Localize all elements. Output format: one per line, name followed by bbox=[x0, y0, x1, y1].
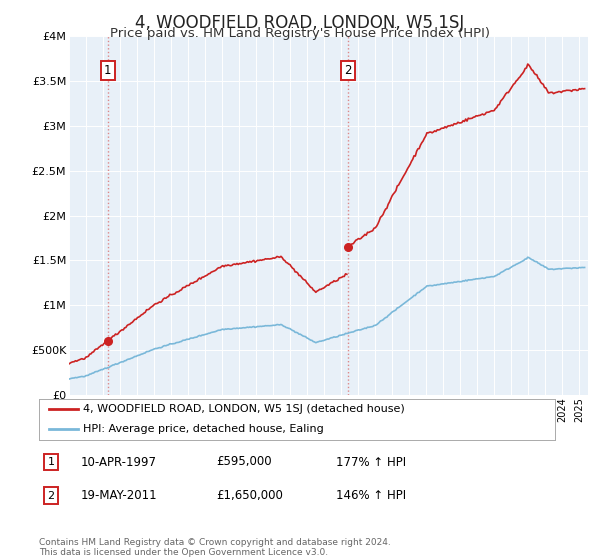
Text: HPI: Average price, detached house, Ealing: HPI: Average price, detached house, Eali… bbox=[83, 424, 323, 434]
Text: 146% ↑ HPI: 146% ↑ HPI bbox=[336, 489, 406, 502]
Text: 177% ↑ HPI: 177% ↑ HPI bbox=[336, 455, 406, 469]
Text: 1: 1 bbox=[47, 457, 55, 467]
Text: 2: 2 bbox=[344, 64, 352, 77]
Text: £595,000: £595,000 bbox=[216, 455, 272, 469]
Text: 19-MAY-2011: 19-MAY-2011 bbox=[81, 489, 158, 502]
Text: 4, WOODFIELD ROAD, LONDON, W5 1SJ (detached house): 4, WOODFIELD ROAD, LONDON, W5 1SJ (detac… bbox=[83, 404, 404, 414]
Text: 10-APR-1997: 10-APR-1997 bbox=[81, 455, 157, 469]
Text: Price paid vs. HM Land Registry's House Price Index (HPI): Price paid vs. HM Land Registry's House … bbox=[110, 27, 490, 40]
Text: £1,650,000: £1,650,000 bbox=[216, 489, 283, 502]
Text: 2: 2 bbox=[47, 491, 55, 501]
Text: Contains HM Land Registry data © Crown copyright and database right 2024.
This d: Contains HM Land Registry data © Crown c… bbox=[39, 538, 391, 557]
Text: 1: 1 bbox=[104, 64, 112, 77]
Text: 4, WOODFIELD ROAD, LONDON, W5 1SJ: 4, WOODFIELD ROAD, LONDON, W5 1SJ bbox=[136, 14, 464, 32]
